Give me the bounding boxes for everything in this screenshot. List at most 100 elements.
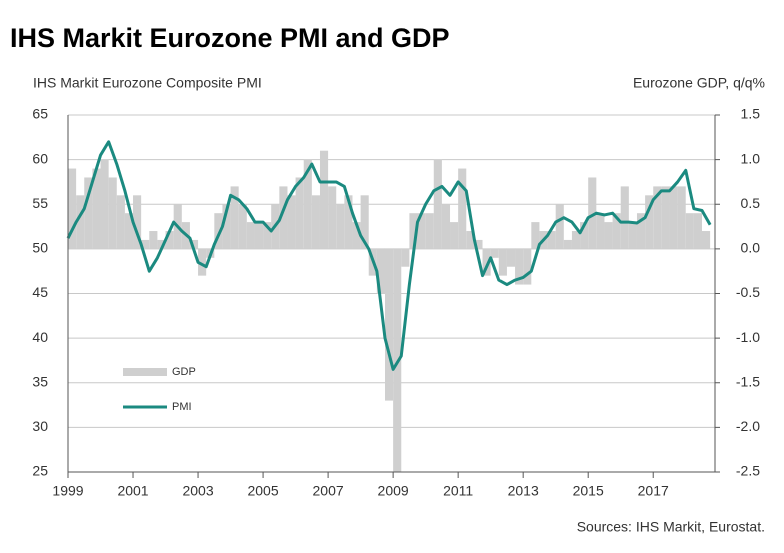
source: Sources: IHS Markit, Eurostat. xyxy=(577,519,765,535)
gdp-bar xyxy=(165,231,174,249)
y-tick-label: 25 xyxy=(32,463,48,479)
gdp-bar xyxy=(596,213,605,249)
gdp-bar xyxy=(157,239,166,249)
gdp-bar xyxy=(458,168,467,249)
gdp-bar xyxy=(612,213,621,249)
gdp-bar xyxy=(523,248,532,285)
gdp-bar xyxy=(92,168,101,249)
gdp-bar xyxy=(425,213,434,249)
gdp-bar xyxy=(303,159,312,249)
gdp-bar xyxy=(555,204,564,249)
gdp-bar xyxy=(661,186,670,249)
gdp-bar xyxy=(100,159,109,249)
gdp-bar xyxy=(441,204,451,249)
y-tick-label: 55 xyxy=(32,195,48,211)
gdp-bar xyxy=(222,204,231,249)
gdp-bar xyxy=(685,213,694,249)
gdp-bar xyxy=(620,186,629,249)
y-tick-label: 60 xyxy=(32,150,48,166)
y2-tick-label: 1.0 xyxy=(741,150,761,166)
gdp-bar xyxy=(76,195,85,249)
gdp-bar xyxy=(254,222,264,249)
x-tick-label: 1999 xyxy=(52,483,83,499)
gdp-bar xyxy=(531,222,540,249)
gdp-bar xyxy=(214,213,223,249)
gdp-bar xyxy=(571,231,581,249)
y2-tick-label: -1.0 xyxy=(736,329,760,345)
gdp-bar xyxy=(116,195,125,249)
y2-axis-label: Eurozone GDP, q/q% xyxy=(633,75,765,91)
x-tick-label: 2017 xyxy=(638,483,669,499)
gdp-bar xyxy=(669,186,678,249)
y2-tick-label: 0.0 xyxy=(741,240,761,256)
y-tick-label: 30 xyxy=(32,418,48,434)
legend-label: PMI xyxy=(172,401,192,413)
gdp-bar xyxy=(515,248,524,285)
gdp-bar xyxy=(547,231,556,249)
y-axis-label: IHS Markit Eurozone Composite PMI xyxy=(33,75,262,91)
gdp-bar xyxy=(198,248,207,276)
gdp-bar xyxy=(498,248,507,276)
gdp-bar xyxy=(409,213,418,249)
gdp-bar xyxy=(246,222,255,249)
pmi-line xyxy=(66,140,712,371)
gdp-bar xyxy=(84,177,93,249)
gdp-bar xyxy=(352,222,361,249)
x-tick-label: 2005 xyxy=(247,483,278,499)
gdp-bar xyxy=(401,248,410,267)
gdp-bar xyxy=(645,195,654,249)
x-tick-label: 2009 xyxy=(378,483,409,499)
gdp-bar xyxy=(295,177,304,249)
gdp-bar xyxy=(563,239,572,249)
y2-tick-label: 1.5 xyxy=(741,106,761,122)
gdp-bar xyxy=(133,195,142,249)
x-tick-label: 2011 xyxy=(443,483,473,499)
x-tick-label: 2015 xyxy=(573,483,604,499)
gdp-bar xyxy=(68,168,77,249)
gdp-bar xyxy=(238,204,247,249)
y-tick-label: 45 xyxy=(32,284,48,300)
gdp-bar xyxy=(490,248,499,258)
gdp-bar xyxy=(588,177,597,249)
gdp-bar xyxy=(628,222,637,249)
gdp-bar xyxy=(376,248,385,294)
gdp-bar xyxy=(653,186,662,249)
legend-swatch xyxy=(123,368,167,376)
gdp-bar xyxy=(506,248,516,267)
gdp-bar xyxy=(344,195,353,249)
gdp-bar xyxy=(466,231,475,249)
x-tick-label: 2001 xyxy=(117,483,148,499)
gdp-bar xyxy=(636,213,646,249)
gdp-bar xyxy=(149,231,158,249)
gdp-bar xyxy=(263,222,272,249)
x-tick-label: 2013 xyxy=(508,483,539,499)
x-tick-label: 2003 xyxy=(182,483,213,499)
x-tick-label: 2007 xyxy=(313,483,344,499)
y2-tick-label: -2.5 xyxy=(736,463,760,479)
gdp-bar xyxy=(108,177,117,249)
gdp-bar xyxy=(230,186,239,249)
chart-title: IHS Markit Eurozone PMI and GDP xyxy=(10,23,450,53)
gdp-bar xyxy=(604,222,613,249)
y-tick-label: 40 xyxy=(32,329,48,345)
gdp-bar xyxy=(360,195,369,249)
gdp-bar xyxy=(311,195,320,249)
legend-label: GDP xyxy=(172,366,196,378)
gdp-bar xyxy=(287,195,296,249)
gdp-bar xyxy=(450,222,459,249)
gdp-bar xyxy=(189,239,199,249)
gdp-bar xyxy=(336,204,345,249)
y2-tick-label: -1.5 xyxy=(736,373,760,389)
gdp-bar xyxy=(328,186,337,249)
gdp-bar xyxy=(124,213,134,249)
gdp-bar xyxy=(482,248,491,276)
gdp-bar xyxy=(417,213,426,249)
y2-tick-label: -0.5 xyxy=(736,284,760,300)
y2-tick-label: -2.0 xyxy=(736,418,760,434)
gdp-bar xyxy=(279,186,288,249)
y2-tick-label: 0.5 xyxy=(741,195,761,211)
gdp-bar xyxy=(384,248,394,401)
y-tick-label: 65 xyxy=(32,106,48,122)
gdp-bar xyxy=(433,159,442,249)
gdp-bar xyxy=(474,239,483,249)
